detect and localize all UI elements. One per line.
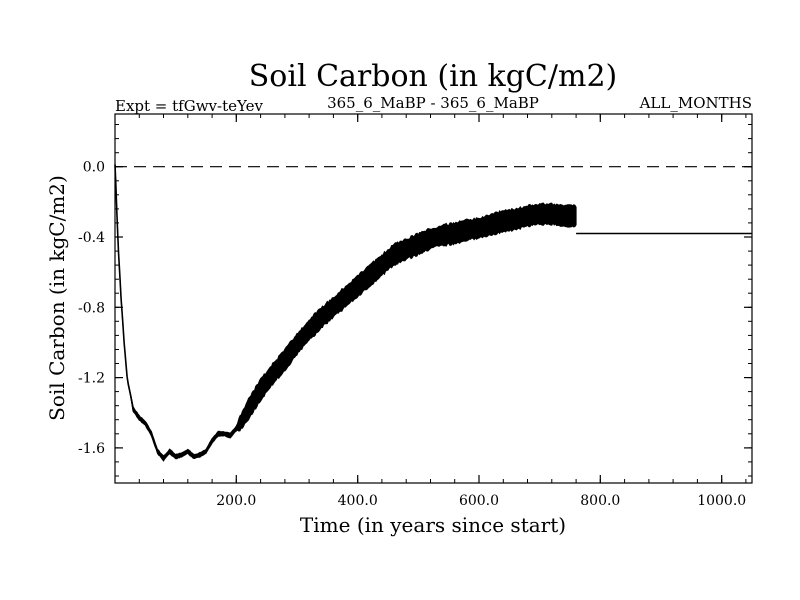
plot-frame [114, 113, 753, 484]
y-tick-label: -0.8 [78, 300, 105, 316]
x-tick-label: 800.0 [580, 493, 620, 509]
x-tick-label: 200.0 [216, 493, 256, 509]
x-axis-label: Time (in years since start) [300, 513, 566, 537]
y-tick-label: -1.2 [78, 371, 105, 387]
run-comparison-label: 365_6_MaBP - 365_6_MaBP [327, 94, 539, 112]
y-tick-label: -0.4 [78, 230, 105, 246]
y-axis-label: Soil Carbon (in kgC/m2) [45, 175, 69, 421]
x-tick-label: 600.0 [459, 493, 499, 509]
experiment-label: Expt = tfGwv-teYev [115, 97, 263, 115]
months-label: ALL_MONTHS [639, 94, 752, 112]
x-tick-label: 1000.0 [697, 493, 746, 509]
tick-labels: 200.0 400.0 600.0 800.0 1000.0 0.0 -0.4 -0.8 -1.… [78, 160, 746, 509]
y-tick-label: 0.0 [83, 160, 105, 176]
chart-title: Soil Carbon (in kgC/m2) [249, 59, 617, 94]
soil-carbon-series-line [114, 164, 577, 462]
tick-marks [115, 114, 752, 483]
data-layer [114, 162, 752, 462]
soil-carbon-variability-band [114, 162, 577, 462]
y-tick-label: -1.6 [78, 441, 105, 457]
x-tick-label: 400.0 [338, 493, 378, 509]
